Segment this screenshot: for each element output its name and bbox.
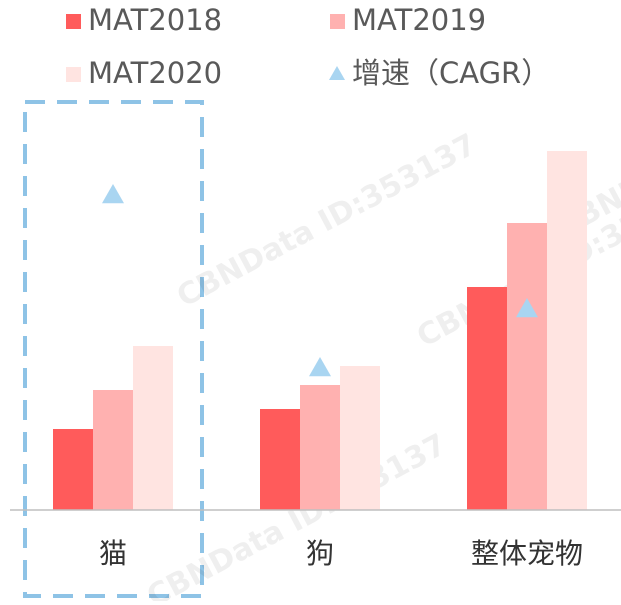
legend-swatch	[329, 66, 345, 80]
x-tick-label: 整体宠物	[471, 537, 583, 570]
bar	[507, 223, 547, 510]
legend-label: 增速（CAGR）	[352, 56, 550, 90]
bar	[133, 346, 173, 510]
legend-label: MAT2019	[352, 3, 486, 37]
x-tick-label: 猫	[99, 537, 127, 570]
watermark: CBNData ID:353137	[171, 127, 482, 314]
bar	[300, 385, 340, 510]
bar	[340, 366, 380, 510]
bar	[467, 287, 507, 510]
legend-swatch	[66, 67, 81, 82]
growth-marker	[102, 184, 124, 204]
bar	[53, 429, 93, 510]
highlight-box	[23, 100, 204, 598]
legend-swatch	[66, 14, 81, 29]
growth-marker	[516, 298, 538, 318]
legend-label: MAT2020	[88, 56, 222, 90]
x-tick-label: 狗	[306, 537, 334, 570]
bar	[260, 409, 300, 510]
growth-marker	[309, 357, 331, 377]
bar	[93, 390, 133, 510]
legend-swatch	[330, 14, 345, 29]
bar	[547, 151, 587, 510]
legend-label: MAT2018	[88, 3, 222, 37]
